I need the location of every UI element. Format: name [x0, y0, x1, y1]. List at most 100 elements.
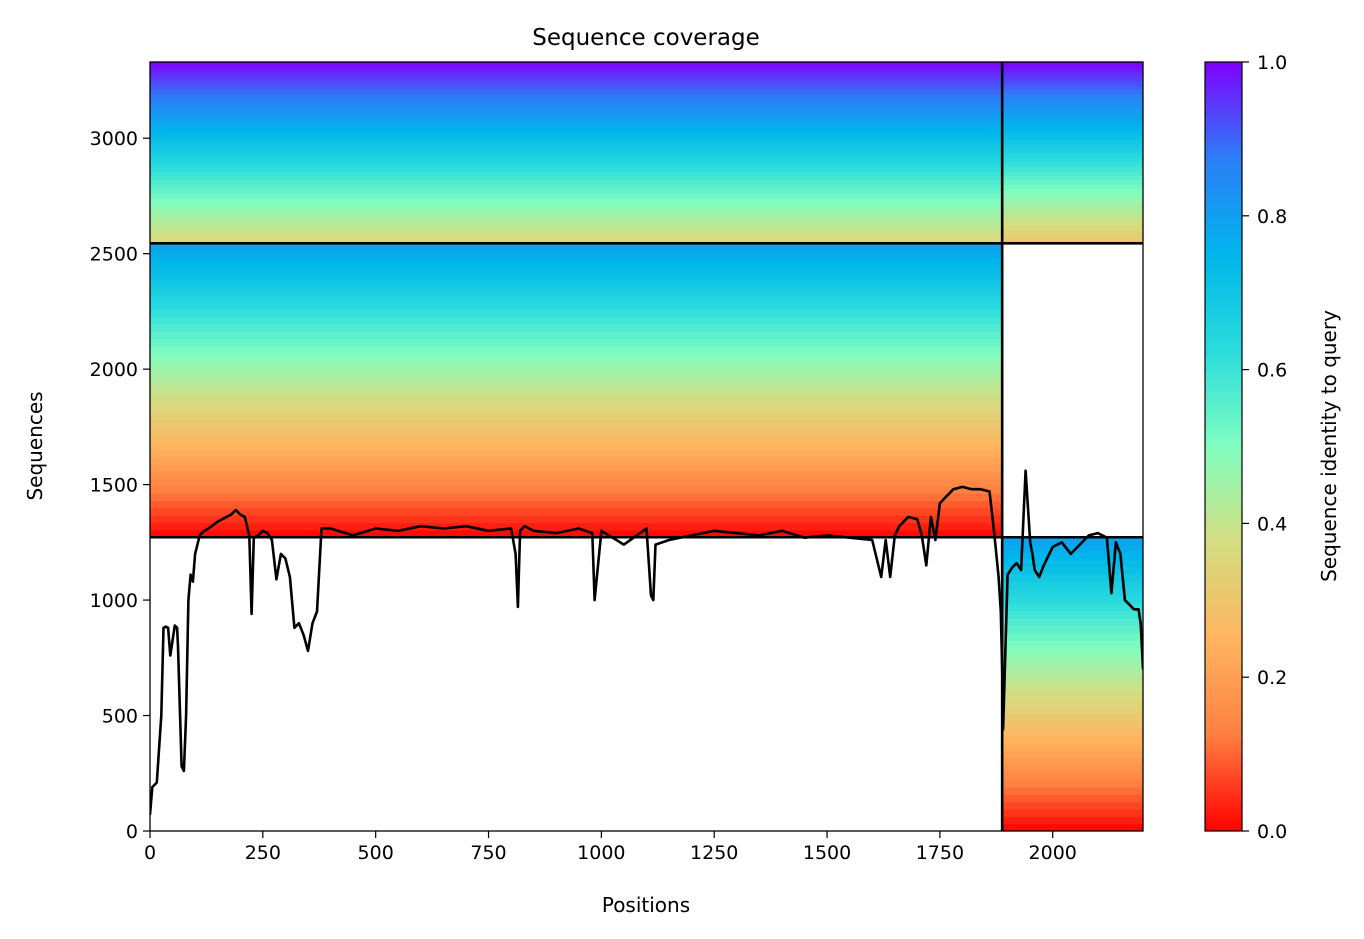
segment-band	[150, 129, 1003, 136]
segment-band	[1002, 197, 1143, 204]
segment-band	[1002, 786, 1143, 795]
segment-band	[150, 507, 1003, 516]
plot-frame	[149, 61, 1144, 832]
x-tick-label: 500	[358, 842, 394, 864]
y-tick-label: 2000	[90, 359, 138, 381]
segment-band	[1002, 225, 1143, 231]
segment-band	[1002, 647, 1143, 656]
segment-band	[150, 500, 1003, 509]
segment-band	[150, 287, 1003, 296]
segment-band	[150, 397, 1003, 406]
segment-band	[1002, 134, 1143, 140]
segment-band	[1002, 610, 1143, 619]
segment-band	[150, 412, 1003, 421]
segment-band	[150, 207, 1003, 213]
segment-band	[150, 134, 1003, 140]
segment-band	[150, 309, 1003, 318]
segment-band	[1002, 107, 1143, 113]
segment-band	[1002, 125, 1143, 131]
segment-band	[150, 139, 1003, 145]
x-axis-label: Positions	[602, 893, 690, 917]
segment-band	[1002, 706, 1143, 715]
segment-band	[1002, 691, 1143, 700]
segment-band	[1002, 161, 1143, 167]
segment-band	[150, 71, 1003, 77]
segment-band	[150, 66, 1003, 72]
segment-band	[1002, 764, 1143, 773]
segment-band	[1002, 120, 1143, 127]
coverage-segment	[1002, 537, 1143, 831]
segment-band	[150, 220, 1003, 226]
segment-band	[150, 84, 1003, 90]
segment-band	[1002, 537, 1143, 546]
segment-band	[1002, 779, 1143, 788]
segment-band	[1002, 75, 1143, 81]
x-tick-label: 2000	[1029, 842, 1077, 864]
segment-band	[150, 272, 1003, 281]
segment-band	[1002, 654, 1143, 663]
segment-band	[1002, 544, 1143, 553]
colorbar-tick-label: 0.4	[1257, 513, 1287, 535]
segment-band	[1002, 207, 1143, 213]
segment-band	[150, 331, 1003, 340]
coverage-segment	[150, 243, 1003, 538]
segment-band	[1002, 220, 1143, 226]
segment-band	[1002, 603, 1143, 612]
y-tick-label: 1000	[90, 590, 138, 612]
segment-band	[150, 197, 1003, 204]
segment-band	[1002, 588, 1143, 597]
y-tick-label: 3000	[90, 128, 138, 150]
coverage-segment	[1002, 62, 1143, 244]
segment-band	[1002, 116, 1143, 122]
segment-band	[1002, 816, 1143, 825]
segment-band	[1002, 80, 1143, 86]
segment-band	[1002, 551, 1143, 560]
segment-band	[150, 471, 1003, 480]
segment-band	[150, 75, 1003, 81]
colorbar-tick-label: 0.8	[1257, 206, 1287, 228]
segment-band	[1002, 684, 1143, 693]
segment-band	[1002, 618, 1143, 626]
segment-band	[150, 419, 1003, 428]
segment-band	[150, 184, 1003, 190]
segment-band	[150, 456, 1003, 465]
segment-band	[1002, 720, 1143, 729]
segment-band	[150, 302, 1003, 311]
x-tick-label: 0	[144, 842, 156, 864]
segment-band	[1002, 713, 1143, 722]
segment-band	[1002, 566, 1143, 575]
segment-band	[1002, 581, 1143, 590]
x-tick-label: 1750	[916, 842, 964, 864]
segment-band	[1002, 102, 1143, 108]
segment-band	[150, 338, 1003, 347]
segment-band	[1002, 184, 1143, 190]
segment-band	[1002, 728, 1143, 737]
segment-band	[150, 143, 1003, 149]
y-tick-label: 500	[102, 706, 138, 728]
segment-band	[150, 170, 1003, 176]
colorbar-tick-label: 0.2	[1257, 667, 1287, 689]
segment-band	[1002, 93, 1143, 99]
segment-band	[1002, 175, 1143, 181]
segment-band	[1002, 129, 1143, 136]
segment-band	[150, 390, 1003, 399]
colorbar-label: Sequence identity to query	[1317, 310, 1341, 582]
segment-band	[150, 152, 1003, 158]
segment-band	[1002, 84, 1143, 90]
segment-band	[1002, 801, 1143, 810]
segment-band	[1002, 750, 1143, 759]
segment-band	[1002, 188, 1143, 195]
segment-band	[150, 449, 1003, 458]
segment-band	[150, 202, 1003, 208]
y-tick-label: 0	[126, 821, 138, 843]
segment-band	[150, 148, 1003, 154]
segment-band	[1002, 193, 1143, 199]
segment-band	[150, 98, 1003, 104]
segment-band	[150, 463, 1003, 472]
segment-band	[1002, 229, 1143, 235]
segment-band	[150, 522, 1003, 531]
colorbar-tick-label: 0.6	[1257, 360, 1287, 382]
segment-band	[1002, 676, 1143, 685]
segment-band	[1002, 211, 1143, 217]
